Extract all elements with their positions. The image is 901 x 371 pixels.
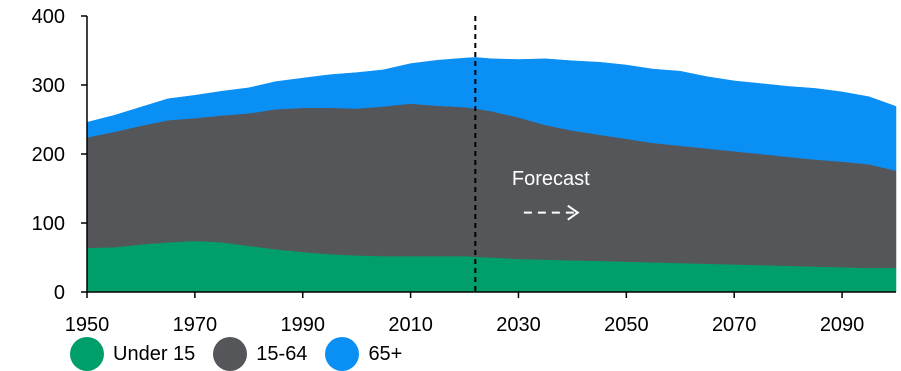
legend-label-65-plus: 65+ <box>368 343 403 365</box>
y-ticks: 0 100 200 300 400 <box>32 6 87 304</box>
legend-item-65-plus: 65+ <box>325 337 402 371</box>
legend-swatch-under-15 <box>70 337 104 371</box>
legend-swatch-15-64 <box>213 337 248 371</box>
legend-item-15-64: 15-64 <box>213 337 307 371</box>
x-tick-label: 2030 <box>496 314 541 336</box>
legend-item-under-15: Under 15 <box>70 337 195 371</box>
y-tick-label: 0 <box>54 282 65 304</box>
y-tick-label: 300 <box>32 75 65 97</box>
x-tick-label: 2070 <box>712 314 757 336</box>
x-tick-label: 1970 <box>173 314 218 336</box>
chart: 0 100 200 300 400 1950 1970 1990 2010 2030 2050 20… <box>32 6 897 336</box>
forecast-label: Forecast <box>512 168 590 190</box>
x-ticks: 1950 1970 1990 2010 2030 2050 2070 2090 <box>65 292 865 336</box>
y-tick-label: 100 <box>32 213 65 235</box>
y-tick-label: 400 <box>32 6 65 28</box>
y-tick-label: 200 <box>32 144 65 166</box>
x-tick-label: 2010 <box>388 314 433 336</box>
x-tick-label: 1990 <box>280 314 325 336</box>
x-tick-label: 2050 <box>604 314 649 336</box>
x-tick-label: 1950 <box>65 314 110 336</box>
legend: Under 15 15-64 65+ <box>70 337 420 371</box>
annotations: Forecast <box>474 16 590 292</box>
stacked-areas <box>86 57 897 293</box>
legend-swatch-65-plus <box>325 337 360 371</box>
legend-label-15-64: 15-64 <box>256 343 308 365</box>
legend-label-under-15: Under 15 <box>113 343 196 365</box>
forecast-arrow-head <box>567 204 580 221</box>
area-65-plus <box>86 57 897 171</box>
x-tick-label: 2090 <box>820 314 865 336</box>
